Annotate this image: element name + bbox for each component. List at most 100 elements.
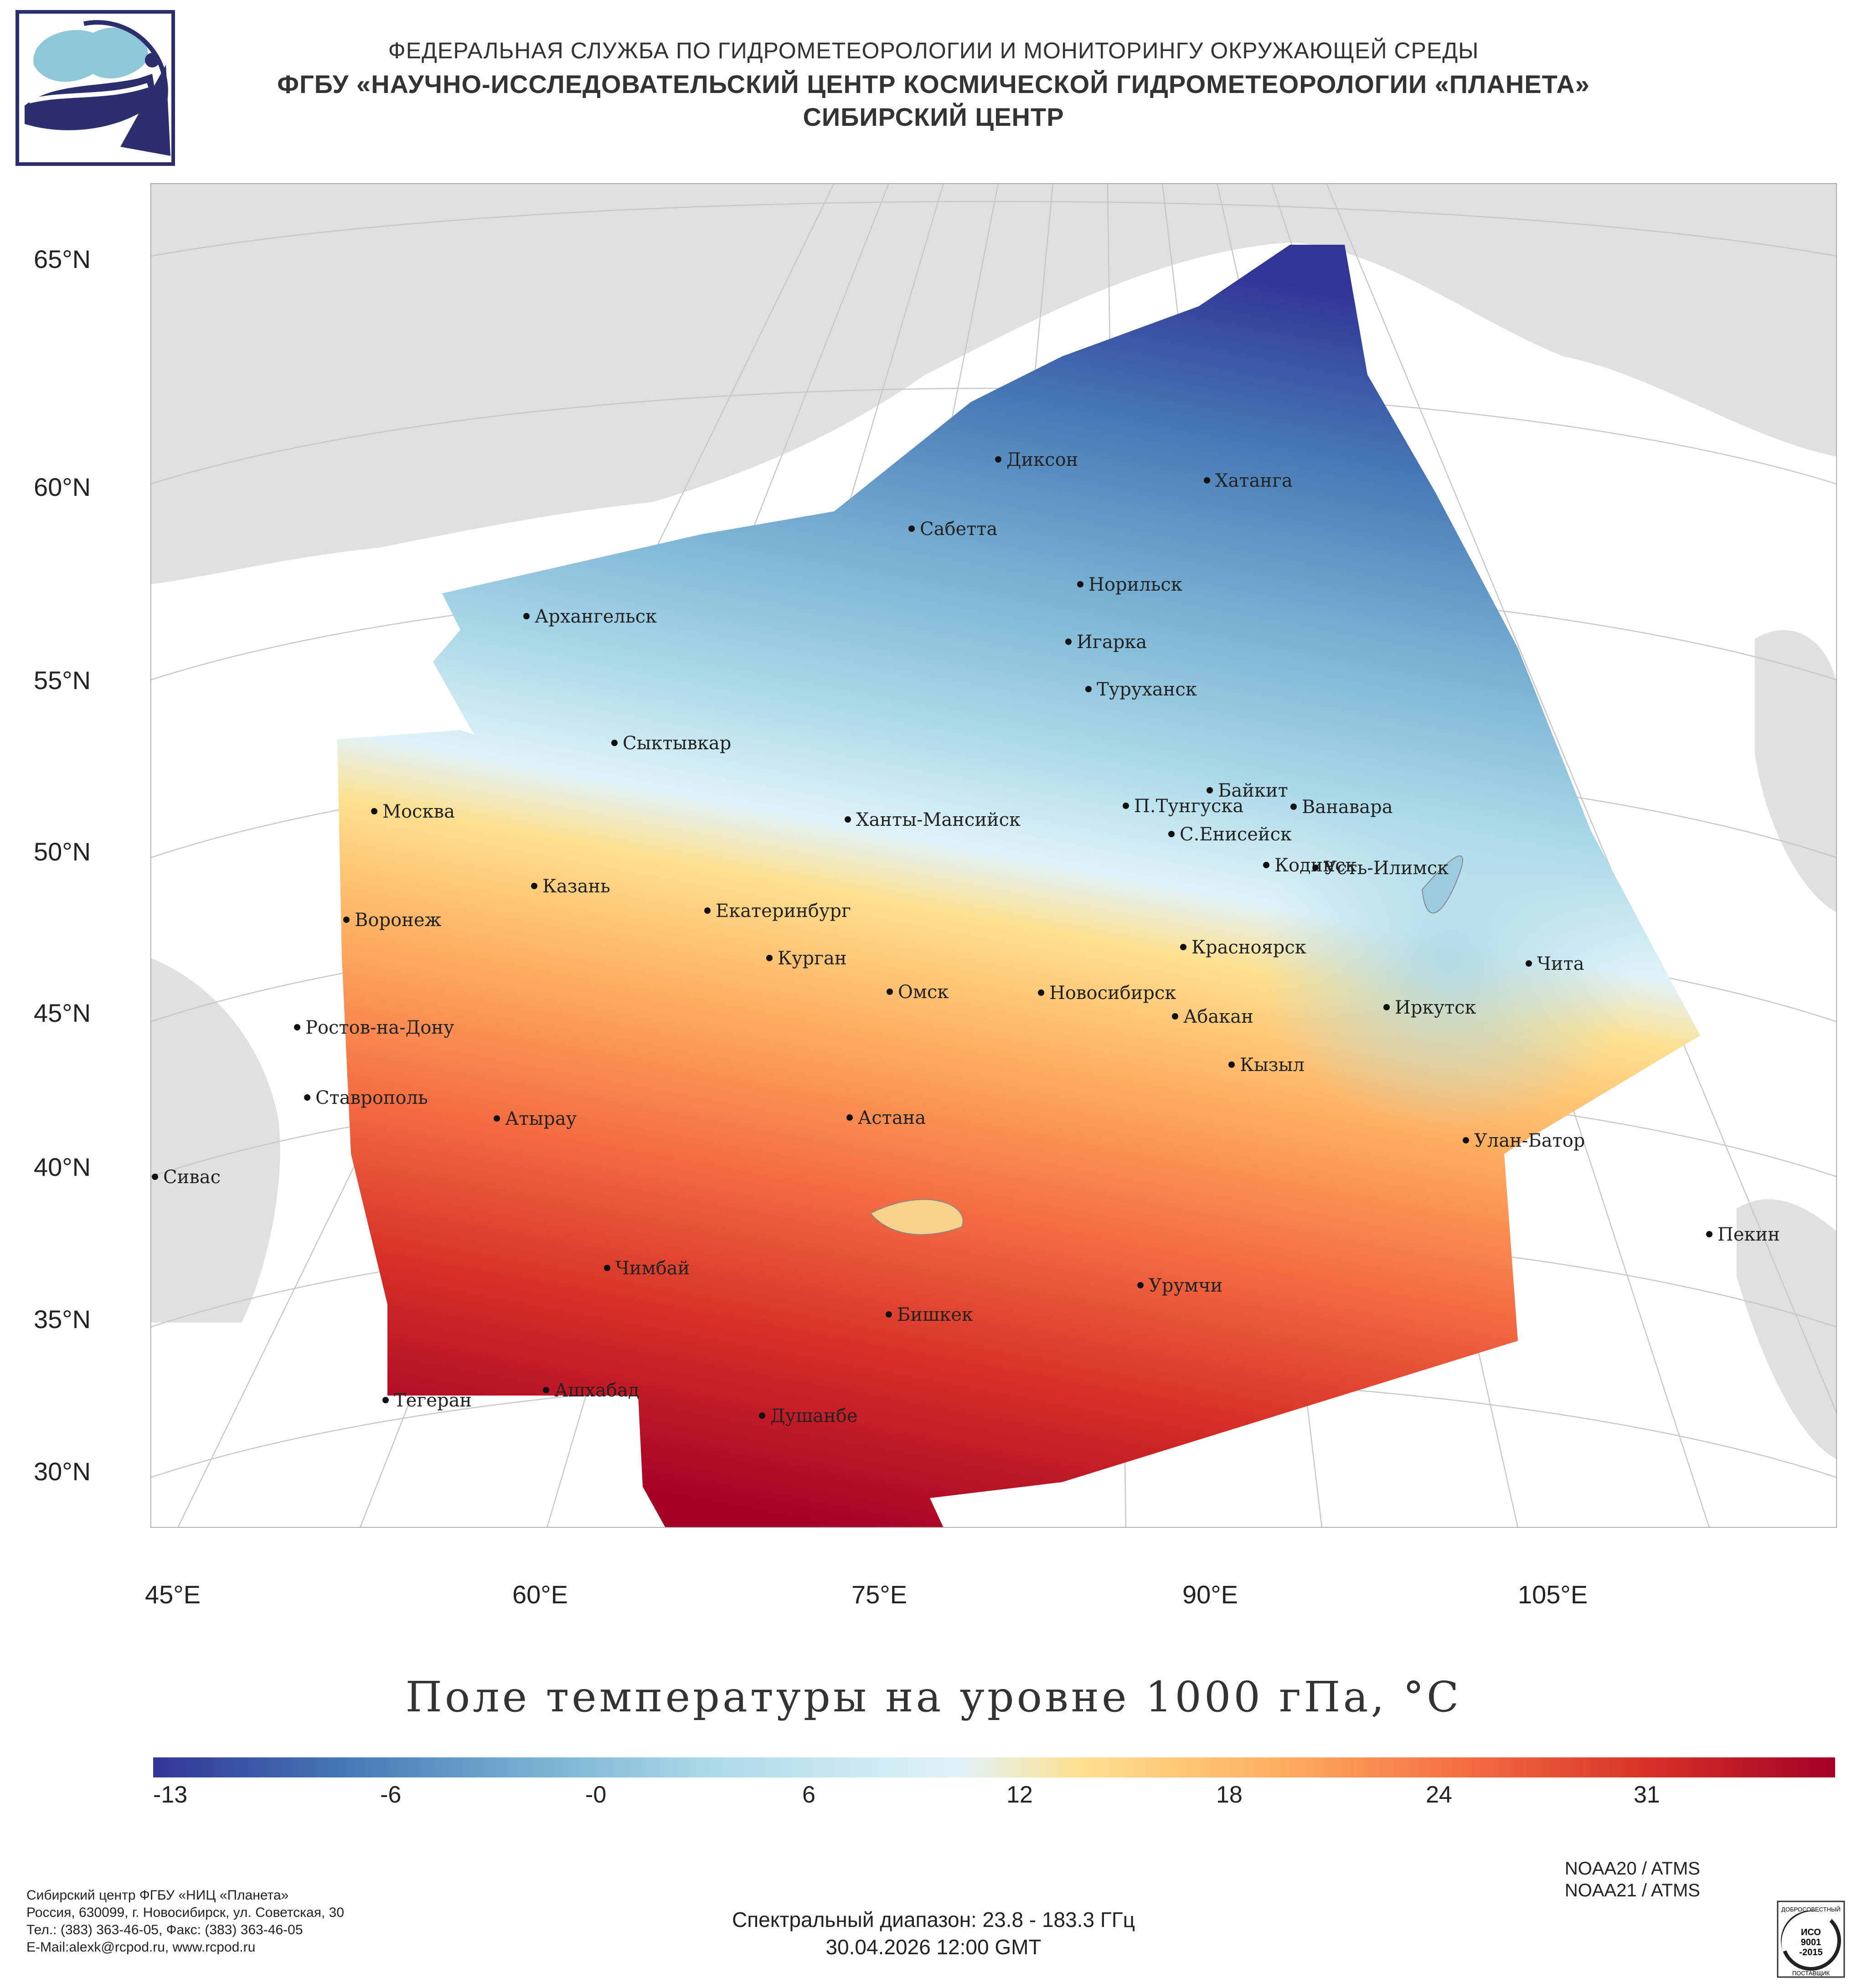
city-label: Байкит bbox=[1218, 780, 1288, 801]
city-label: Курган bbox=[778, 948, 847, 969]
lake-baikal bbox=[1421, 855, 1463, 914]
city-marker: Сивас bbox=[152, 1167, 221, 1188]
city-dot bbox=[1172, 1013, 1178, 1020]
city-dot bbox=[1168, 831, 1175, 837]
footer-email[interactable]: E-Mail:alexk@rcpod.ru, www.rcpod.ru bbox=[26, 1940, 256, 1955]
city-label: Ставрополь bbox=[315, 1087, 428, 1108]
lat-label-45: 45°N bbox=[34, 999, 91, 1027]
city-dot bbox=[1038, 989, 1044, 996]
city-label: Абакан bbox=[1183, 1006, 1253, 1027]
city-marker: Сыктывкар bbox=[611, 733, 731, 754]
lat-label-40: 40°N bbox=[34, 1153, 91, 1181]
header-institute: ФГБУ «НАУЧНО-ИССЛЕДОВАТЕЛЬСКИЙ ЦЕНТР КОС… bbox=[277, 70, 1590, 98]
city-dot bbox=[704, 907, 711, 914]
footer-address: Россия, 630099, г. Новосибирск, ул. Сове… bbox=[26, 1905, 344, 1920]
spectral-range: Спектральный диапазон: 23.8 - 183.3 ГГц bbox=[732, 1908, 1135, 1931]
city-marker: Абакан bbox=[1172, 1006, 1253, 1027]
arctic-region bbox=[150, 183, 1837, 584]
city-dot bbox=[1706, 1231, 1712, 1237]
city-dot bbox=[1077, 581, 1083, 587]
planeta-logo bbox=[15, 10, 175, 166]
city-label: Сабетта bbox=[920, 519, 997, 540]
black-sea-region bbox=[150, 958, 280, 1323]
satellite-item: NOAA21 / ATMS bbox=[1564, 1880, 1700, 1900]
city-dot bbox=[1123, 803, 1129, 809]
city-label: Новосибирск bbox=[1049, 983, 1176, 1004]
city-dot bbox=[543, 1387, 549, 1393]
iso-certification-badge: ДОБРОСОВЕСТНЫЙ ИСО 9001 -2015 ПОСТАВЩИК bbox=[1777, 1900, 1845, 1978]
iso-line3: -2015 bbox=[1799, 1947, 1822, 1957]
observation-time: 30.04.2026 12:00 GMT bbox=[825, 1935, 1042, 1959]
temperature-map: Диксон Хатанга Сабетта Норильск Архангельск И… bbox=[150, 183, 1837, 1528]
city-label: Сивас bbox=[163, 1167, 221, 1188]
lat-label-35: 35°N bbox=[34, 1305, 91, 1334]
city-dot bbox=[766, 955, 773, 961]
city-label: Урумчи bbox=[1149, 1275, 1222, 1296]
city-label: Тегеран bbox=[394, 1390, 472, 1411]
city-label: Ашхабад bbox=[554, 1380, 639, 1401]
city-marker: Екатеринбург bbox=[704, 901, 851, 922]
cool-anomaly bbox=[1258, 785, 1641, 1131]
city-marker: Кызыл bbox=[1228, 1055, 1305, 1076]
city-label: С.Енисейск bbox=[1180, 824, 1292, 845]
city-label: Воронеж bbox=[355, 910, 441, 931]
city-marker: Иркутск bbox=[1383, 997, 1476, 1018]
city-layer: Диксон Хатанга Сабетта Норильск Архангельск И… bbox=[152, 449, 1780, 1427]
city-marker: Красноярск bbox=[1180, 937, 1306, 958]
city-dot bbox=[846, 1114, 853, 1121]
lon-label-45: 45°E bbox=[145, 1580, 201, 1609]
city-dot bbox=[294, 1024, 300, 1030]
city-label: П.Тунгуска bbox=[1134, 796, 1243, 817]
city-label: Омск bbox=[898, 982, 949, 1003]
city-label: Диксон bbox=[1006, 449, 1078, 470]
city-label: Казань bbox=[542, 876, 610, 897]
city-marker: Ванавара bbox=[1290, 797, 1393, 818]
city-dot bbox=[845, 816, 851, 823]
city-marker: Норильск bbox=[1077, 574, 1182, 595]
city-dot bbox=[611, 740, 618, 746]
colorbar-tick: 12 bbox=[1006, 1782, 1033, 1808]
lon-label-90: 90°E bbox=[1182, 1580, 1238, 1609]
city-marker: Байкит bbox=[1207, 780, 1288, 801]
city-label: Душанбе bbox=[770, 1406, 858, 1427]
city-dot bbox=[908, 525, 915, 532]
header-center: СИБИРСКИЙ ЦЕНТР bbox=[803, 103, 1064, 131]
city-marker: Игарка bbox=[1065, 632, 1147, 653]
city-dot bbox=[531, 883, 537, 889]
city-marker: Архангельск bbox=[523, 606, 657, 627]
colorbar-tick: -6 bbox=[380, 1782, 402, 1808]
map-title: Поле температуры на уровне 1000 гПа, °C bbox=[405, 1673, 1462, 1721]
city-label: Москва bbox=[382, 801, 455, 822]
city-marker: Новосибирск bbox=[1038, 983, 1176, 1004]
city-marker: Бишкек bbox=[886, 1304, 973, 1325]
city-dot bbox=[759, 1412, 765, 1419]
colorbar-tick: -0 bbox=[585, 1782, 607, 1808]
lat-label-30: 30°N bbox=[34, 1457, 91, 1486]
city-marker: Казань bbox=[531, 876, 610, 897]
colorbar-tick: 18 bbox=[1216, 1782, 1243, 1808]
city-label: Туруханск bbox=[1097, 679, 1197, 700]
city-marker: Усть-Илимск bbox=[1312, 858, 1449, 879]
city-label: Сыктывкар bbox=[623, 733, 731, 754]
city-dot bbox=[1526, 960, 1532, 967]
city-marker: Москва bbox=[371, 801, 455, 822]
iso-top-text: ДОБРОСОВЕСТНЫЙ bbox=[1781, 1906, 1841, 1913]
city-label: Атырау bbox=[505, 1108, 577, 1129]
city-marker: Туруханск bbox=[1085, 679, 1197, 700]
city-dot bbox=[1312, 865, 1319, 871]
city-marker: Чимбай bbox=[604, 1258, 690, 1279]
city-dot bbox=[1085, 686, 1092, 692]
city-dot bbox=[1383, 1004, 1390, 1010]
city-dot bbox=[1263, 862, 1269, 868]
city-marker: Улан-Батор bbox=[1463, 1130, 1585, 1151]
city-marker: Воронеж bbox=[343, 910, 441, 931]
city-label: Иркутск bbox=[1395, 997, 1476, 1018]
lake-issyk-kul bbox=[870, 1199, 964, 1235]
city-label: Астана bbox=[858, 1107, 926, 1128]
city-label: Норильск bbox=[1088, 574, 1182, 595]
colorbar-tick: 6 bbox=[802, 1782, 815, 1808]
lat-label-60: 60°N bbox=[34, 473, 91, 501]
city-dot bbox=[1207, 787, 1213, 793]
city-marker: Душанбе bbox=[759, 1406, 858, 1427]
colorbar-tick: -13 bbox=[153, 1782, 188, 1808]
